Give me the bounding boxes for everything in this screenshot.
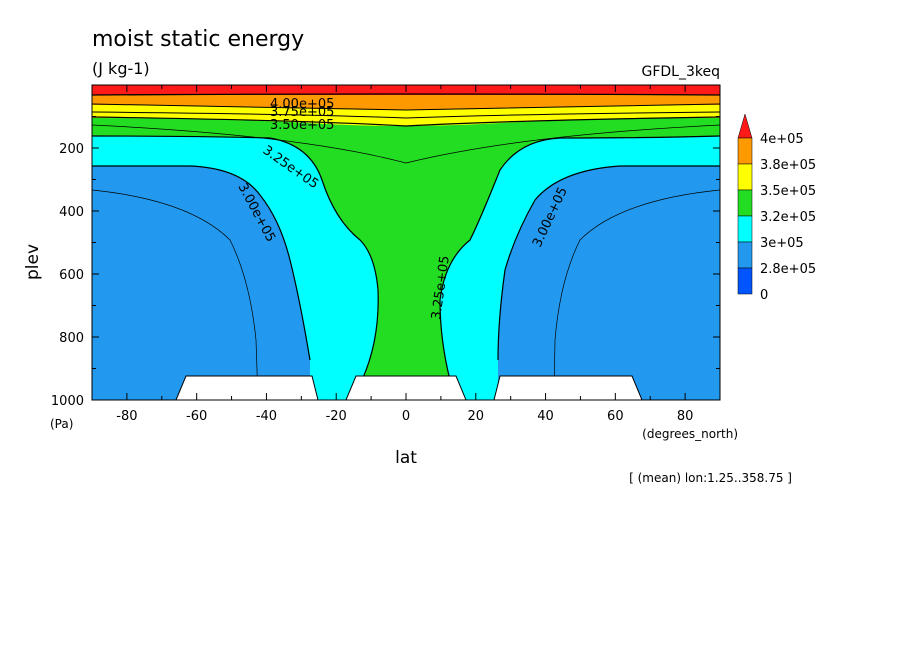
colorbar-label: 3.5e+05 xyxy=(760,184,816,199)
y-axis: 200 400 600 800 1000 xyxy=(51,84,720,409)
mask-center xyxy=(345,375,467,400)
y-axis-label: plev xyxy=(23,244,43,280)
mask-right xyxy=(493,375,643,400)
y-tick-label: 600 xyxy=(59,268,84,283)
contour-label-350k: 3.50e+05 xyxy=(270,118,334,133)
colorbar-label: 4e+05 xyxy=(760,132,804,147)
x-axis: -80 -60 -40 -20 0 20 40 60 80 xyxy=(91,85,721,424)
colorbar-swatch xyxy=(737,267,753,295)
x-tick-label: 0 xyxy=(402,409,410,424)
x-tick-label: -80 xyxy=(116,409,137,424)
colorbar-swatch xyxy=(737,163,753,191)
x-axis-label: lat xyxy=(395,448,417,468)
x-tick-label: 80 xyxy=(677,409,694,424)
plot-area: 4.00e+05 3.75e+05 3.50e+05 3.25e+05 3.00… xyxy=(91,84,721,401)
colorbar-arrow xyxy=(737,113,753,139)
contour-line-cyan-right xyxy=(497,165,720,361)
y-axis-units: (Pa) xyxy=(50,417,73,431)
y-tick-label: 400 xyxy=(59,205,84,220)
colorbar: 4e+05 3.8e+05 3.5e+05 3.2e+05 3e+05 2.8e+05 0 xyxy=(737,113,816,303)
x-tick-label: 60 xyxy=(607,409,624,424)
colorbar-swatch xyxy=(737,137,753,165)
region-orange xyxy=(92,93,720,110)
contour-line-cyan-left xyxy=(92,165,311,361)
colorbar-label: 0 xyxy=(760,288,768,303)
colorbar-swatch xyxy=(737,189,753,217)
x-tick-label: 40 xyxy=(537,409,554,424)
x-tick-label: 20 xyxy=(468,409,485,424)
contour-line-green xyxy=(92,135,379,381)
contour-lines xyxy=(92,93,720,400)
contour-line-orange-yellow xyxy=(92,103,720,111)
region-green xyxy=(92,116,720,400)
masked-columns xyxy=(175,375,643,400)
x-tick-label: -40 xyxy=(256,409,277,424)
colorbar-label: 3.2e+05 xyxy=(760,210,816,225)
x-tick-label: -60 xyxy=(186,409,207,424)
y-tick-label: 800 xyxy=(59,331,84,346)
chart-units: (J kg-1) xyxy=(92,59,150,78)
model-label: GFDL_3keq xyxy=(642,64,721,80)
mask-left xyxy=(175,375,319,400)
footnote: [ (mean) lon:1.25..358.75 ] xyxy=(629,471,792,485)
contour-line-thin-center xyxy=(92,124,720,164)
contour-line-thin-right xyxy=(553,189,720,400)
chart-title: moist static energy xyxy=(92,27,304,52)
contour-line-yellow-green xyxy=(92,116,720,127)
y-tick-label: 200 xyxy=(59,142,84,157)
contour-label-375k: 3.75e+05 xyxy=(270,105,334,120)
colorbar-swatch xyxy=(737,215,753,243)
contour-label-400k: 4.00e+05 xyxy=(270,97,334,112)
contour-line-orange xyxy=(92,93,720,96)
y-tick-label: 1000 xyxy=(51,394,84,409)
colorbar-swatch xyxy=(737,241,753,269)
colorbar-label: 3e+05 xyxy=(760,236,804,251)
contour-line-yellow xyxy=(92,111,720,119)
contour-line-thin-left xyxy=(92,189,259,400)
contour-line-green-right xyxy=(439,135,720,381)
colorbar-label: 2.8e+05 xyxy=(760,262,816,277)
colorbar-label: 3.8e+05 xyxy=(760,158,816,173)
x-tick-label: -20 xyxy=(326,409,347,424)
x-axis-units: (degrees_north) xyxy=(642,427,738,441)
